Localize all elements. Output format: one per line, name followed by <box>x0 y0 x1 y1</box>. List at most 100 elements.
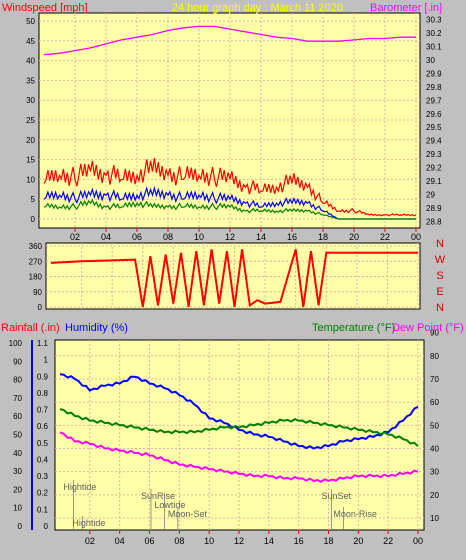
rainfall-tick-label: 0.3 <box>37 472 49 481</box>
humidity-tick-label: 80 <box>13 376 22 385</box>
x-tick-label: 06 <box>132 232 142 242</box>
barometer-axis-label: Barometer [.in] <box>370 2 442 14</box>
windspeed-tick-label: 45 <box>26 37 35 46</box>
barometer-tick-label: 29.3 <box>426 150 442 159</box>
humidity-tick-label: 90 <box>13 357 22 366</box>
barometer-tick-label: 29.6 <box>426 110 442 119</box>
x-tick-label: 06 <box>144 536 154 546</box>
windspeed-tick-label: 15 <box>26 156 35 165</box>
temperature-axis-label: Temperature (°F) <box>312 322 395 334</box>
direction-tick-label: 360 <box>29 242 43 251</box>
annotation-label: Moon-Rise <box>333 509 377 519</box>
rainfall-tick-label: 0.2 <box>37 489 49 498</box>
barometer-tick-label: 29.1 <box>426 177 442 186</box>
direction-tick-label: 90 <box>33 288 42 297</box>
direction-tick-label: 0 <box>38 303 43 312</box>
annotation-label: Moon-Set <box>168 509 208 519</box>
annotation-label: SunSet <box>321 491 351 501</box>
x-tick-label: 08 <box>174 536 184 546</box>
barometer-tick-label: 30.1 <box>426 43 442 52</box>
barometer-tick-label: 30 <box>426 56 435 65</box>
windspeed-tick-label: 5 <box>31 195 36 204</box>
rainfall-axis-label: Rainfall (.in) <box>1 322 60 334</box>
rainfall-tick-label: 0 <box>44 522 49 531</box>
rainfall-tick-label: 0.7 <box>37 406 49 415</box>
x-tick-label: 12 <box>234 536 244 546</box>
dewpoint-axis-label: Dew Point (°F) <box>392 322 464 334</box>
x-tick-label: 04 <box>101 232 111 242</box>
humidity-tick-label: 10 <box>13 504 22 513</box>
windspeed-tick-label: 40 <box>26 57 35 66</box>
series-line-green <box>59 408 419 447</box>
humidity-tick-label: 40 <box>13 449 22 458</box>
x-tick-label: 22 <box>383 536 393 546</box>
windspeed-tick-label: 35 <box>26 76 35 85</box>
humidity-tick-label: 70 <box>13 394 22 403</box>
series-line-magenta <box>43 25 416 56</box>
barometer-tick-label: 29.9 <box>426 69 442 78</box>
wind-barometer-chart: 0 5 10 15 20 25 30 35 40 45 50 28.8 28.9 29 29.1 29.2 29… <box>26 13 442 242</box>
temperature-tick-label: 70 <box>430 375 439 384</box>
windspeed-tick-label: 25 <box>26 116 35 125</box>
x-tick-label: 02 <box>85 536 95 546</box>
rainfall-tick-label: 0.4 <box>37 455 49 464</box>
barometer-tick-label: 29 <box>426 190 435 199</box>
direction-tick-label: 180 <box>29 273 43 282</box>
barometer-tick-label: 28.8 <box>426 217 442 226</box>
x-tick-label: 22 <box>380 232 390 242</box>
humidity-tick-label: 100 <box>9 339 23 348</box>
compass-label: N <box>436 238 444 250</box>
x-tick-label: 20 <box>349 232 359 242</box>
rainfall-tick-label: 0.8 <box>37 389 49 398</box>
rainfall-tick-label: 0.9 <box>37 372 49 381</box>
temperature-tick-label: 60 <box>430 398 439 407</box>
series-line-magenta <box>59 431 419 483</box>
x-tick-label: 14 <box>256 232 266 242</box>
rainfall-tick-label: 0.1 <box>37 505 49 514</box>
rainfall-tick-label: 1.1 <box>37 339 49 348</box>
humidity-tick-label: 60 <box>13 412 22 421</box>
barometer-tick-label: 28.9 <box>426 204 442 213</box>
temperature-tick-label: 40 <box>430 444 439 453</box>
annotation-label: Hightide <box>63 482 96 492</box>
windspeed-axis-label: Windspeed [mph] <box>2 2 88 14</box>
rainfall-tick-label: 1 <box>44 356 49 365</box>
x-tick-label: 14 <box>264 536 274 546</box>
series-line-red <box>43 157 417 217</box>
annotation-label: Lowtide <box>154 500 185 510</box>
windspeed-tick-label: 20 <box>26 136 35 145</box>
x-tick-label: 18 <box>318 232 328 242</box>
humidity-tick-label: 20 <box>13 485 22 494</box>
x-tick-label: 16 <box>287 232 297 242</box>
humidity-axis-label: Humidity (%) <box>65 322 128 334</box>
x-tick-label: 12 <box>225 232 235 242</box>
barometer-tick-label: 30.2 <box>426 29 442 38</box>
x-tick-label: 10 <box>194 232 204 242</box>
windspeed-tick-label: 10 <box>26 175 35 184</box>
direction-tick-label: 270 <box>29 257 43 266</box>
compass-label: W <box>435 254 446 266</box>
windspeed-tick-label: 30 <box>26 96 35 105</box>
chart-title: 24 hour graph day : March 11 2020 <box>172 2 343 14</box>
x-tick-label: 08 <box>163 232 173 242</box>
temperature-tick-label: 20 <box>430 491 439 500</box>
temperature-tick-label: 10 <box>430 514 439 523</box>
windspeed-tick-label: 50 <box>26 17 35 26</box>
series-line-blue <box>59 373 419 450</box>
temperature-tick-label: 30 <box>430 468 439 477</box>
rainfall-tick-label: 0.6 <box>37 422 49 431</box>
humidity-tick-label: 50 <box>13 431 22 440</box>
temperature-tick-label: 80 <box>430 352 439 361</box>
temperature-humidity-chart: 10203040506070809000.10.20.30.40.50.60.7… <box>9 329 440 546</box>
x-tick-label: 20 <box>353 536 363 546</box>
humidity-tick-label: 0 <box>18 522 23 531</box>
compass-label: S <box>436 270 443 282</box>
annotation-label: Hightide <box>72 518 105 528</box>
x-tick-label: 00 <box>413 536 423 546</box>
compass-label: E <box>436 286 443 298</box>
annotation-label: SunRise <box>141 491 175 501</box>
humidity-tick-label: 30 <box>13 467 22 476</box>
